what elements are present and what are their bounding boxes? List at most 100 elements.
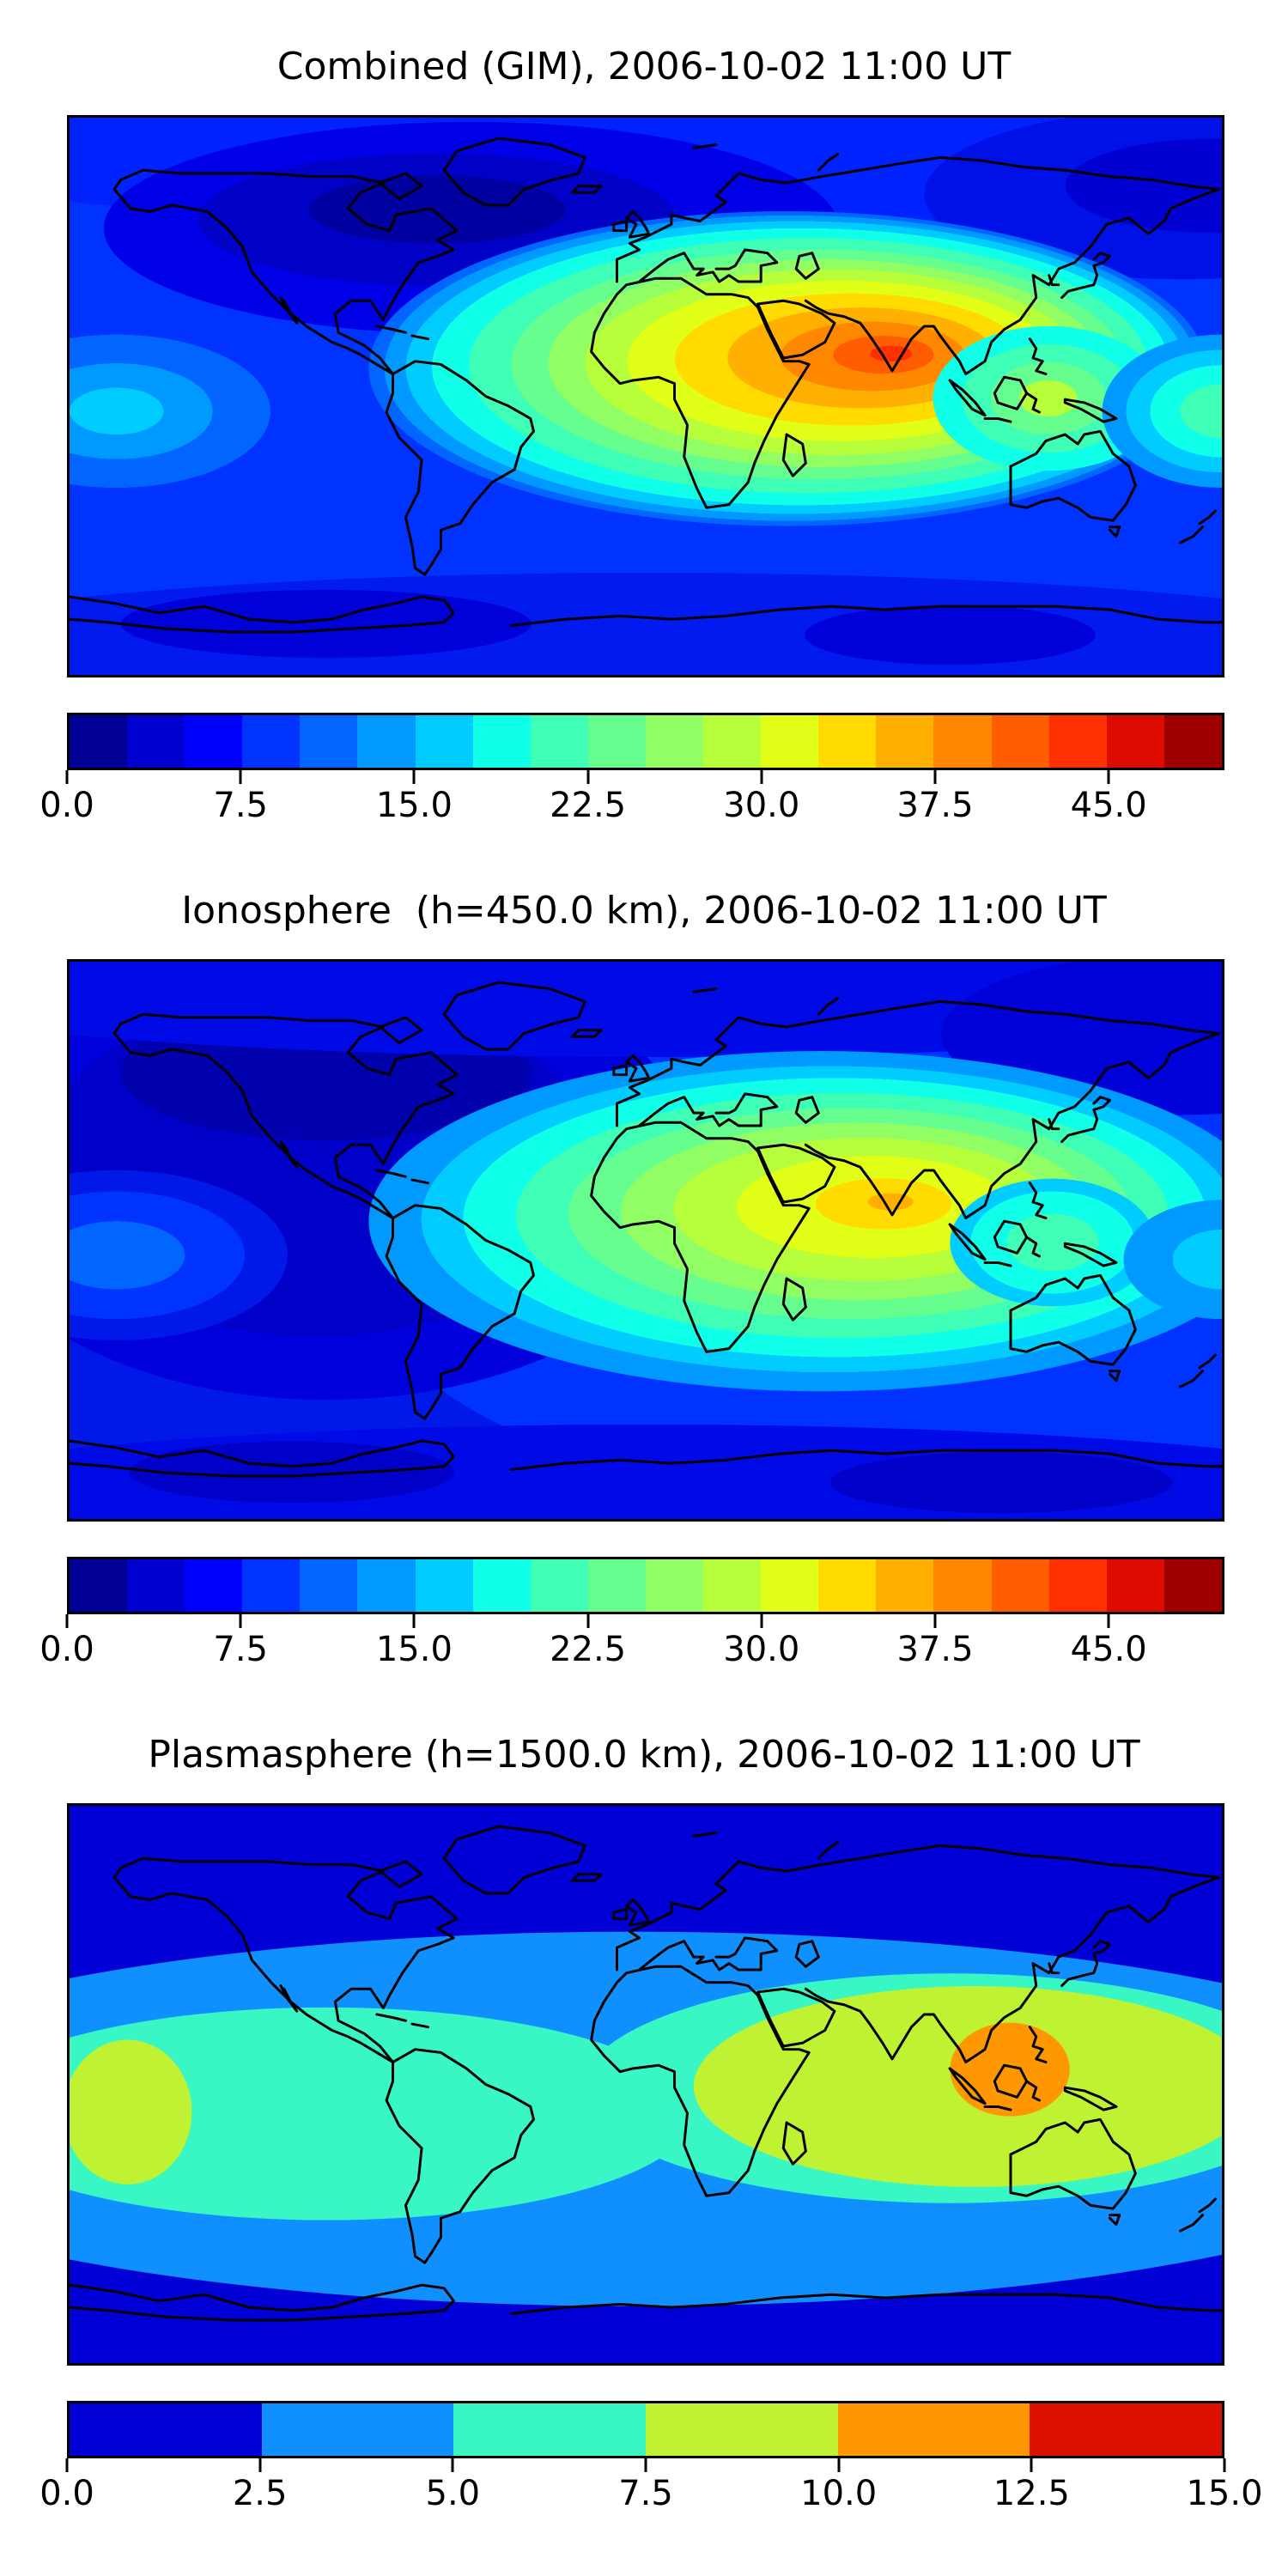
colorbar-segment: [185, 1559, 243, 1612]
north-low-band: [70, 962, 1222, 1057]
colorbar-segment: [933, 715, 992, 768]
colorbar-ticks-combined: 0.0 7.5 15.0 22.5 30.0 37.5 45.0: [39, 770, 1224, 839]
colorbar-segment: [415, 1559, 473, 1612]
colorbar-tick-label: 15.0: [1186, 2474, 1263, 2513]
colorbar-tick-mark: [239, 1614, 242, 1628]
colorbar-tick-mark: [1107, 1614, 1110, 1628]
colorbar-segment: [761, 1559, 819, 1612]
colorbar-tick-mark: [586, 1614, 590, 1628]
colorbar-tick-label: 5.0: [425, 2474, 481, 2513]
map-ionosphere-svg: [70, 962, 1222, 1519]
colorbar-segment: [703, 715, 762, 768]
colorbar-segment: [127, 1559, 185, 1612]
colorbar-segment: [876, 715, 934, 768]
southern-depletion-west: [120, 589, 532, 659]
colorbar-segment: [530, 1559, 588, 1612]
colorbar-tick-label: 7.5: [213, 786, 268, 825]
colorbar-tick-label: 10.0: [800, 2474, 878, 2513]
colorbar-segment: [185, 715, 243, 768]
colorbar-ticks-plasmasphere: 0.0 2.5 5.0 7.5 10.0 12.5 15.0: [39, 2458, 1263, 2527]
colorbar-segment: [645, 1559, 704, 1612]
arctic-canada-depletion-core: [308, 175, 566, 244]
colorbar-segment: [415, 715, 473, 768]
colorbar-tick-mark: [239, 770, 242, 784]
colorbar-tick-mark: [837, 2458, 841, 2472]
colorbar-segment: [261, 2403, 454, 2456]
colorbar-segment: [242, 715, 301, 768]
colorbar-tick-label: 15.0: [375, 1630, 453, 1669]
colorbar-segment: [933, 1559, 992, 1612]
colorbar-tick-label: 30.0: [723, 1630, 800, 1669]
colorbar-tick-mark: [586, 770, 590, 784]
colorbar-tick-mark: [933, 770, 937, 784]
colorbar-segment: [1030, 2403, 1223, 2456]
colorbar-segment: [1048, 715, 1107, 768]
colorbar-segment: [357, 715, 416, 768]
colorbar-tick-label: 45.0: [1070, 1630, 1147, 1669]
colorbar-tick-mark: [1030, 2458, 1033, 2472]
pacific-enhancement: [70, 305, 331, 518]
colorbar-tick-label: 37.5: [896, 786, 974, 825]
panel-title-plasmasphere: Plasmasphere (h=1500.0 km), 2006-10-02 1…: [148, 1733, 1140, 1777]
colorbar-segment: [818, 1559, 877, 1612]
plasma-pacific-enhancement: [70, 2039, 192, 2184]
right-edge-equatorial-patch: [1123, 1200, 1222, 1320]
colorbar-tick-mark: [760, 770, 763, 784]
coastlines: [70, 981, 1222, 1478]
colorbar-tick-label: 45.0: [1070, 786, 1147, 825]
colorbar-tick-mark: [258, 2458, 262, 2472]
pacific-enhancement: [70, 1170, 288, 1340]
colorbar-tick-label: 15.0: [375, 786, 453, 825]
colorbar-tick-label: 22.5: [550, 786, 627, 825]
tec-hotspot: [368, 1051, 1222, 1392]
panel-combined: Combined (GIM), 2006-10-02 11:00 UT: [39, 0, 1224, 844]
coastlines: [70, 1825, 1222, 2322]
colorbar-tick-label: 7.5: [213, 1630, 268, 1669]
colorbar-segment: [1163, 1559, 1222, 1612]
colorbar-segment: [646, 2403, 838, 2456]
colorbar-ionosphere: [67, 1557, 1224, 1614]
colorbar-segment: [472, 1559, 531, 1612]
colorbar-segment: [837, 2403, 1030, 2456]
colorbar-tick-mark: [412, 1614, 416, 1628]
seasia-secondary-peak: [950, 1178, 1156, 1307]
colorbar-tick-mark: [65, 1614, 69, 1628]
colorbar-segment: [587, 1559, 646, 1612]
colorbar-tick-mark: [451, 2458, 454, 2472]
colorbar-tick-mark: [760, 1614, 763, 1628]
colorbar-segment: [991, 715, 1049, 768]
coastlines: [70, 137, 1222, 634]
colorbar-segment: [530, 715, 588, 768]
colorbar-segment: [70, 715, 128, 768]
panel-title-ionosphere: Ionosphere (h=450.0 km), 2006-10-02 11:0…: [181, 889, 1107, 933]
colorbar-segment: [453, 2403, 647, 2456]
colorbar-tick-label: 30.0: [723, 786, 800, 825]
colorbar-segment: [1048, 1559, 1107, 1612]
colorbar-segment: [1106, 715, 1164, 768]
colorbar-segment: [876, 1559, 934, 1612]
colorbar-segment: [70, 2403, 262, 2456]
map-plasmasphere: [67, 1803, 1224, 2366]
colorbar-combined: [67, 713, 1224, 770]
map-ionosphere: [67, 959, 1224, 1522]
colorbar-segment: [761, 715, 819, 768]
plasma-maximum-indonesia: [950, 2022, 1070, 2117]
colorbar-tick-label: 7.5: [618, 2474, 673, 2513]
map-combined: [67, 115, 1224, 677]
colorbar-segment: [1163, 715, 1222, 768]
colorbar-segment: [127, 715, 185, 768]
colorbar-tick-label: 12.5: [993, 2474, 1070, 2513]
colorbar-tick-mark: [65, 770, 69, 784]
seasia-secondary-peak: [933, 325, 1164, 471]
colorbar-tick-label: 0.0: [39, 2474, 94, 2513]
colorbar-plasmasphere: [67, 2401, 1224, 2458]
right-edge-equatorial-patch: [1102, 334, 1222, 488]
panel-plasmasphere: Plasmasphere (h=1500.0 km), 2006-10-02 1…: [39, 1688, 1263, 2532]
colorbar-tick-label: 37.5: [896, 1630, 974, 1669]
siberia-depletion-core: [1065, 138, 1222, 233]
colorbar-tick-label: 22.5: [550, 1630, 627, 1669]
southern-depletion-west: [129, 1441, 454, 1504]
colorbar-segment: [587, 715, 646, 768]
colorbar-segment: [357, 1559, 416, 1612]
